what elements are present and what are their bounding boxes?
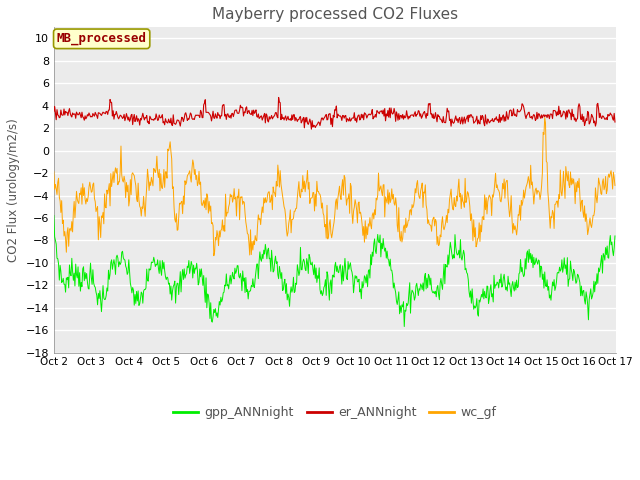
Title: Mayberry processed CO2 Fluxes: Mayberry processed CO2 Fluxes [212, 7, 458, 22]
Y-axis label: CO2 Flux (urology/m2/s): CO2 Flux (urology/m2/s) [7, 118, 20, 262]
Legend: gpp_ANNnight, er_ANNnight, wc_gf: gpp_ANNnight, er_ANNnight, wc_gf [168, 401, 501, 424]
Text: MB_processed: MB_processed [57, 32, 147, 46]
